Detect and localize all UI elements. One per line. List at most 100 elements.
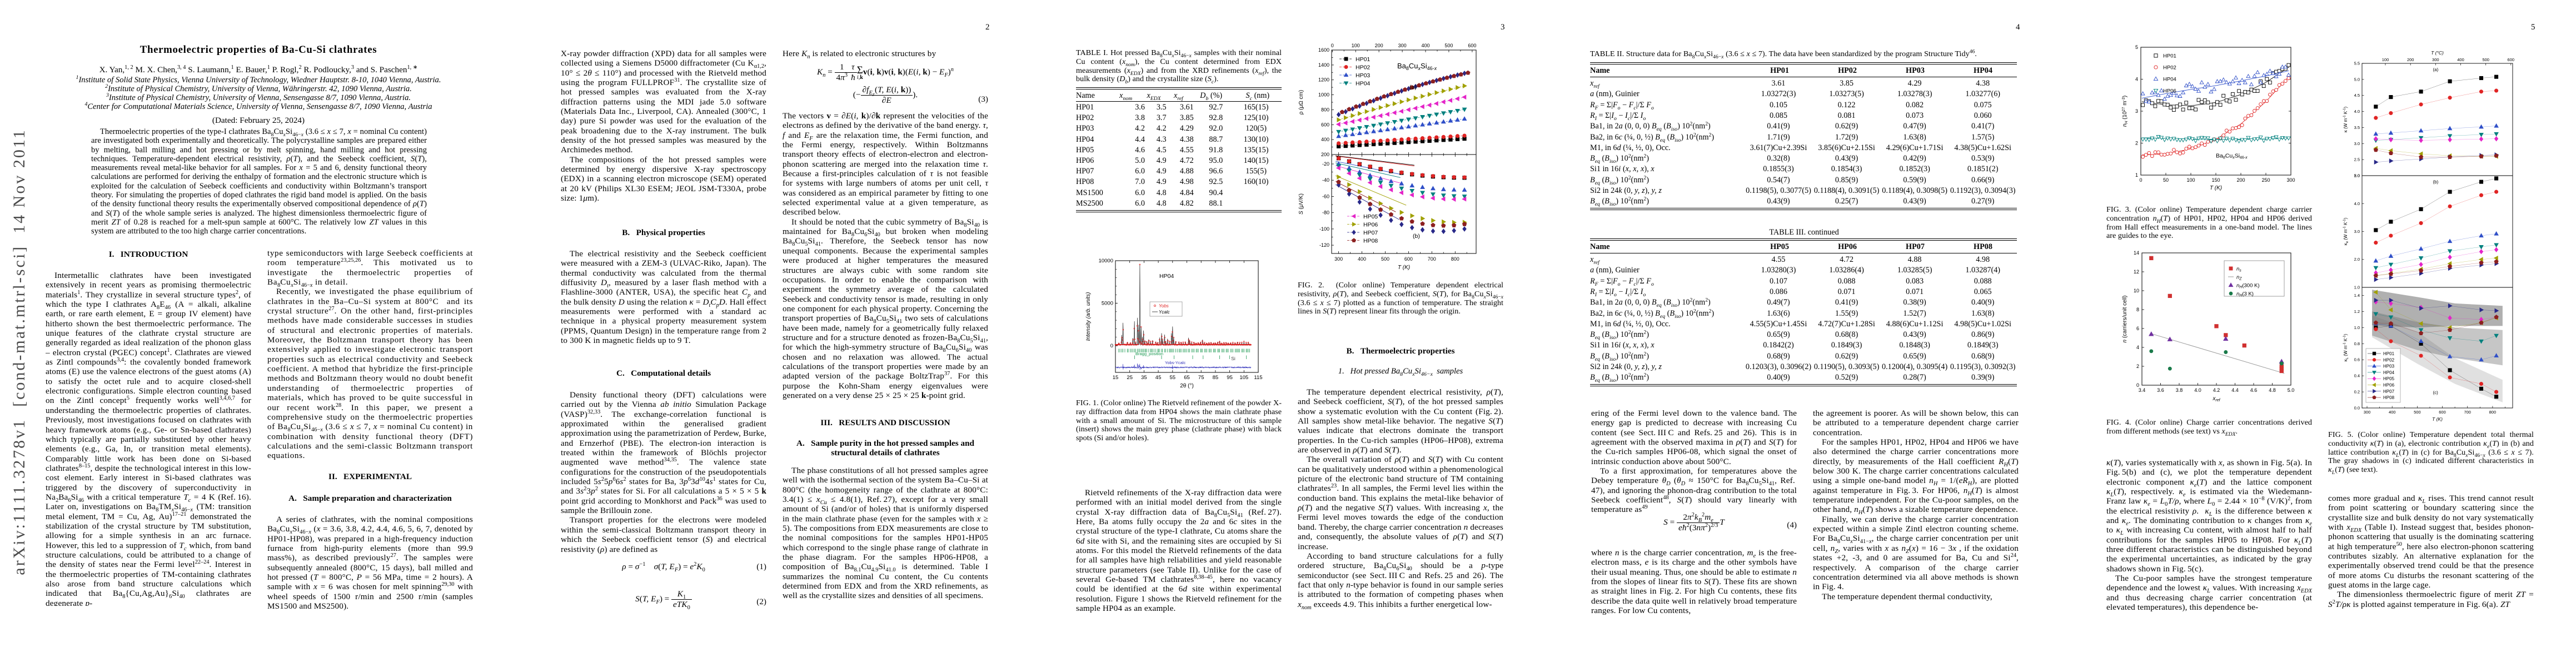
svg-text:T (°C): T (°C) [2431,50,2444,56]
svg-text:Yobs-Ycalc: Yobs-Ycalc [1165,360,1185,365]
svg-text:3.6: 3.6 [2157,387,2164,393]
svg-text:κ (W m-1 K-1): κ (W m-1 K-1) [2343,107,2348,133]
svg-text:6: 6 [2136,326,2139,331]
svg-text:1: 1 [2135,172,2138,178]
svg-text:nZ: nZ [2236,275,2242,281]
svg-text:85: 85 [1213,375,1219,381]
svg-text:1000: 1000 [1318,92,1329,98]
svg-text:300: 300 [1398,43,1407,48]
svg-text:1400: 1400 [1318,62,1329,68]
svg-text:4: 4 [2135,77,2138,82]
svg-text:HP07: HP07 [1363,230,1378,236]
svg-text:HP02: HP02 [2163,65,2176,71]
svg-text:5.0: 5.0 [2288,387,2295,393]
svg-text:75: 75 [1198,375,1204,381]
svg-text:1.0: 1.0 [2354,285,2360,290]
svg-text:2.0: 2.0 [2354,173,2360,178]
svg-text:HP02: HP02 [1356,64,1370,71]
svg-text:500: 500 [2414,410,2421,415]
svg-text:4: 4 [2136,345,2139,350]
svg-text:ns: ns [2236,266,2241,273]
svg-text:-60: -60 [1322,193,1329,199]
svg-text:nH(3 K): nH(3 K) [2236,291,2254,298]
svg-text:1200: 1200 [1318,77,1329,83]
svg-text:κL (W m-1 K-1): κL (W m-1 K-1) [2343,334,2349,361]
svg-text:(a): (a) [1409,84,1417,91]
svg-text:12: 12 [2134,269,2139,275]
svg-text:0: 0 [1110,343,1113,349]
svg-text:95: 95 [1227,375,1233,381]
svg-text:-20: -20 [1322,161,1329,167]
svg-text:Ba8CuxSi46-x: Ba8CuxSi46-x [1397,62,1437,71]
svg-text:HP06: HP06 [1363,221,1378,228]
svg-text:400: 400 [1421,43,1429,48]
svg-text:-80: -80 [1322,210,1329,216]
svg-text:5: 5 [2135,44,2138,50]
svg-text:600: 600 [2439,410,2446,415]
svg-text:3: 3 [2135,108,2138,114]
svg-text:Yobs: Yobs [1159,303,1169,308]
svg-text:50: 50 [2163,177,2169,183]
svg-text:HP07: HP07 [2383,389,2395,394]
svg-text:8: 8 [2136,307,2139,312]
svg-text:3.8: 3.8 [2176,387,2183,393]
svg-text:600: 600 [1468,43,1476,48]
svg-text:800: 800 [1451,256,1459,262]
svg-text:300: 300 [2432,57,2439,62]
svg-text:300: 300 [1334,256,1343,262]
svg-text:HP06: HP06 [2383,383,2395,388]
svg-text:HP05: HP05 [2383,376,2395,381]
svg-text:115: 115 [1254,375,1262,381]
svg-text:200: 200 [2236,177,2245,183]
svg-text:4.0: 4.0 [2354,109,2360,114]
svg-text:45: 45 [1155,375,1162,381]
svg-text:Bragg_position: Bragg_position [1135,351,1163,356]
svg-text:HP03: HP03 [1356,72,1370,79]
svg-text:Si: Si [1231,356,1235,361]
svg-text:400: 400 [2457,57,2464,62]
svg-text:200: 200 [1321,152,1329,157]
svg-text:200: 200 [2407,57,2414,62]
svg-text:4.4: 4.4 [2231,387,2239,393]
svg-text:2θ (°): 2θ (°) [1180,383,1194,389]
svg-text:HP08: HP08 [2383,395,2395,400]
svg-text:HP01: HP01 [2383,351,2395,356]
svg-text:55: 55 [1170,375,1176,381]
svg-text:400: 400 [1321,137,1329,142]
svg-text:35: 35 [1141,375,1147,381]
svg-text:4.2: 4.2 [2213,387,2220,393]
svg-text:700: 700 [1428,256,1436,262]
svg-text:2: 2 [2135,141,2138,146]
svg-text:HP05: HP05 [1363,213,1378,220]
svg-text:5.5: 5.5 [2354,61,2360,66]
svg-text:n (carriers/unit cell): n (carriers/unit cell) [2122,295,2128,342]
svg-text:700: 700 [2464,410,2471,415]
svg-text:-40: -40 [1322,177,1329,183]
svg-text:HP01: HP01 [1356,56,1370,63]
svg-text:0: 0 [2139,177,2142,183]
svg-text:5000: 5000 [1102,301,1113,307]
svg-text:600: 600 [1321,122,1329,127]
svg-text:15: 15 [1113,375,1119,381]
svg-text:4.5: 4.5 [2354,93,2360,98]
svg-text:HP04: HP04 [2163,77,2176,83]
svg-text:100: 100 [1352,43,1360,48]
svg-text:100: 100 [2382,57,2389,62]
svg-text:105: 105 [1239,375,1248,381]
svg-text:150: 150 [2211,177,2220,183]
svg-text:3.5: 3.5 [2354,125,2360,130]
svg-text:65: 65 [1184,375,1190,381]
svg-text:2.0: 2.0 [2354,257,2360,262]
svg-text:0: 0 [1331,43,1334,48]
svg-text:-100: -100 [1319,226,1329,232]
svg-text:HP04: HP04 [1159,273,1174,280]
svg-text:(c): (c) [2433,390,2439,395]
svg-text:HP01: HP01 [2163,53,2176,59]
svg-text:5.0: 5.0 [2354,173,2360,178]
svg-text:1600: 1600 [1318,47,1329,53]
svg-text:T (K): T (K) [1398,265,1410,271]
svg-text:3.4: 3.4 [2139,387,2146,393]
svg-text:2: 2 [2136,364,2139,369]
svg-text:0.6: 0.6 [2354,357,2360,362]
svg-text:500: 500 [1444,43,1453,48]
